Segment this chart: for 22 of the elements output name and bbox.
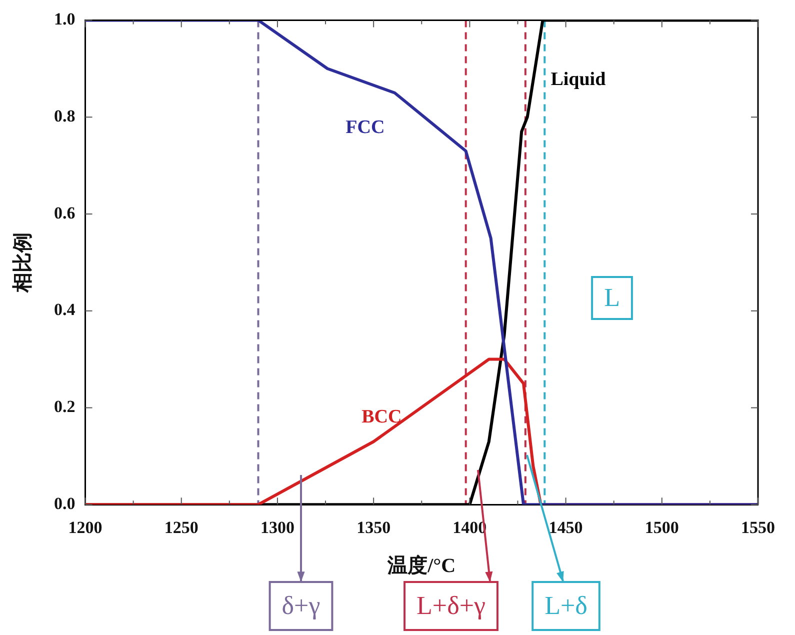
y-tick-label: 0.6 (54, 203, 76, 222)
x-tick-label: 1200 (68, 518, 102, 538)
y-tick-label: 0.2 (54, 397, 76, 416)
x-tick-label: 1300 (260, 518, 294, 538)
y-tick-label: 1.0 (54, 10, 76, 29)
text: L+δ (544, 590, 588, 620)
x-axis-title: 温度/°C (386, 554, 456, 578)
y-tick-label: 0.8 (54, 106, 76, 126)
series-label: FCC (346, 116, 385, 138)
text: L+δ+γ (416, 590, 486, 620)
y-tick-label: 0.4 (54, 300, 76, 320)
x-tick-label: 1550 (741, 518, 775, 538)
series-label: Liquid (550, 69, 606, 90)
x-tick-label: 1450 (548, 518, 583, 538)
x-tick-label: 1500 (644, 518, 679, 538)
text: δ+γ (282, 590, 320, 620)
series-label: BCC (362, 406, 402, 428)
y-axis-title: 相比例 (12, 232, 34, 294)
annotation: L (604, 282, 620, 312)
x-tick-label: 1350 (356, 518, 391, 538)
y-tick-label: 0.0 (54, 494, 76, 513)
x-tick-label: 1250 (164, 518, 198, 538)
